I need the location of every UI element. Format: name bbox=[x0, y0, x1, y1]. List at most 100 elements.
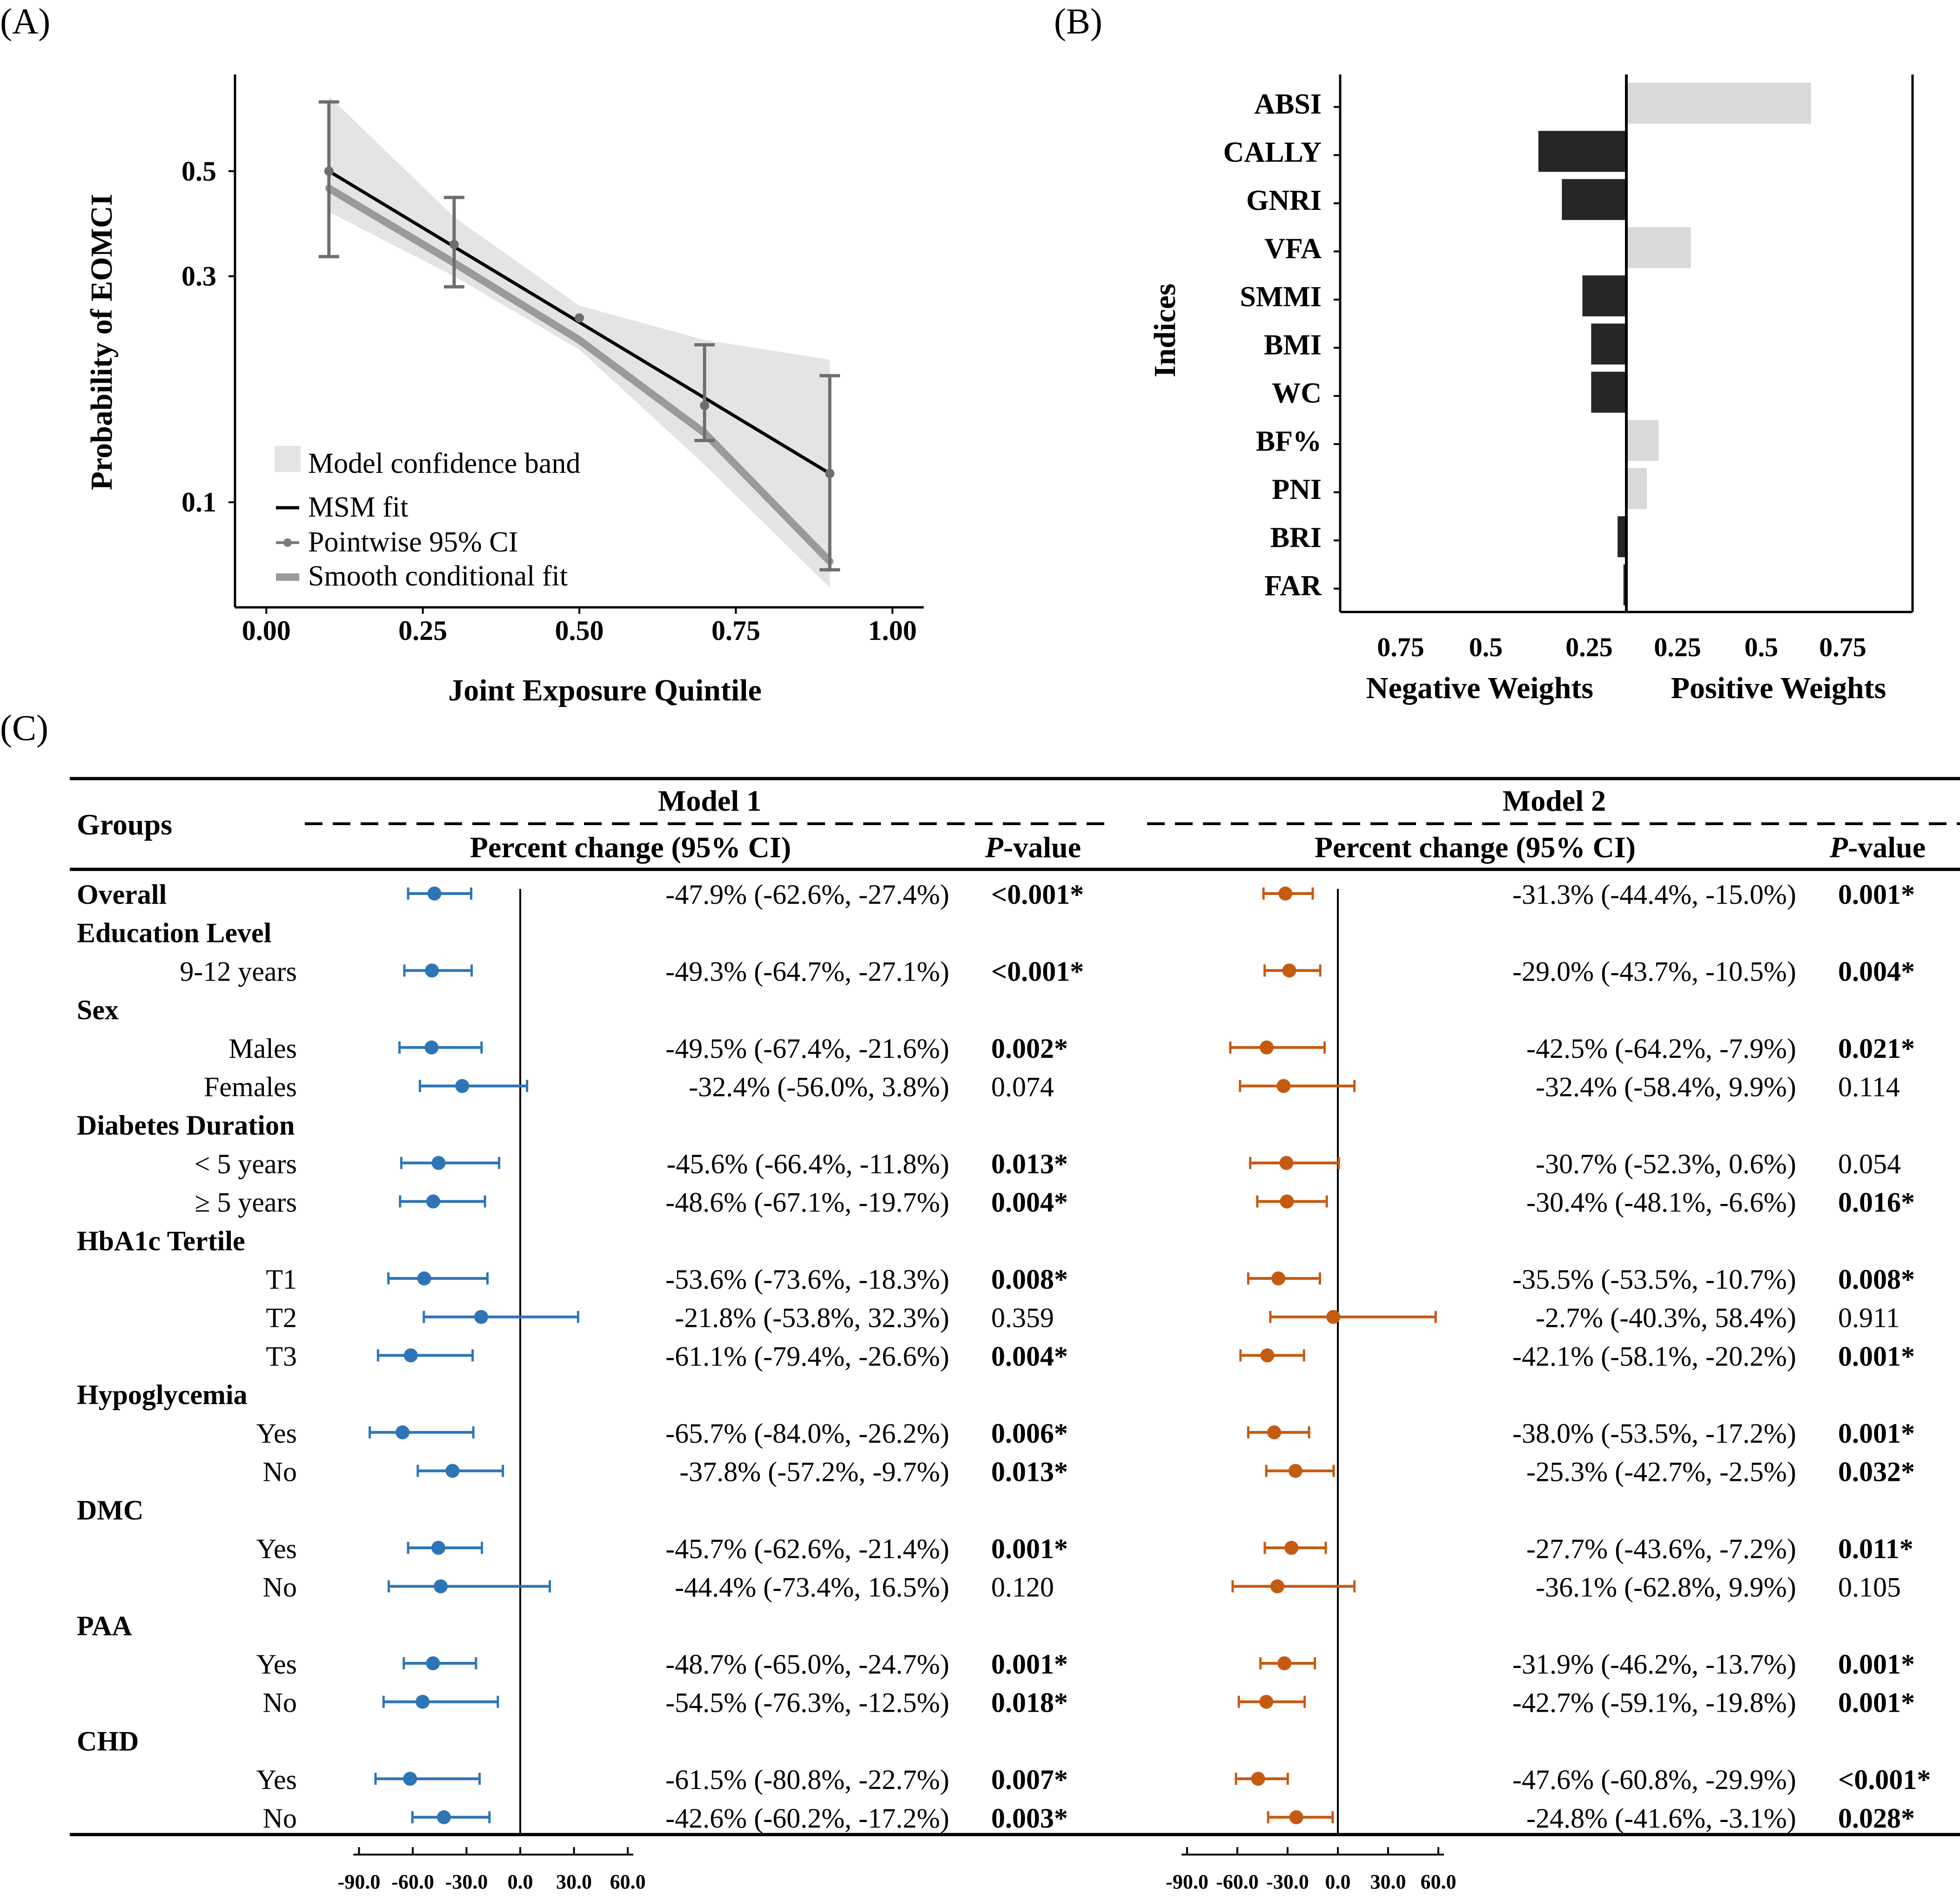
subgroup-label: T1 bbox=[266, 1264, 297, 1295]
indices-axis-title: Indices bbox=[1148, 283, 1182, 377]
m1-percent-change: -48.6% (-67.1%, -19.7%) bbox=[665, 1187, 949, 1218]
m2-p-value: 0.001* bbox=[1838, 1649, 1915, 1680]
x-tick-label: 0.75 bbox=[1819, 632, 1866, 662]
bar-bmi bbox=[1591, 323, 1626, 365]
model2-pct-header: Percent change (95% CI) bbox=[1315, 831, 1636, 864]
x-tick-label: 0.25 bbox=[1565, 632, 1613, 662]
m2-point-estimate bbox=[1278, 887, 1293, 901]
m2-point-estimate bbox=[1288, 1464, 1302, 1478]
m1-percent-change: -53.6% (-73.6%, -18.3%) bbox=[665, 1264, 949, 1295]
subgroup-label: No bbox=[263, 1803, 297, 1834]
m1-percent-change: -61.5% (-80.8%, -22.7%) bbox=[665, 1764, 949, 1795]
category-label: BRI bbox=[1270, 522, 1322, 553]
category-label: WC bbox=[1272, 377, 1322, 409]
model2-p-header: P-value bbox=[1829, 831, 1926, 864]
subgroup-label: Females bbox=[204, 1072, 297, 1103]
m2-point-estimate bbox=[1280, 1194, 1294, 1209]
m2-point-estimate bbox=[1282, 963, 1296, 978]
subgroup-label: ≥ 5 years bbox=[195, 1187, 297, 1218]
m1-point-estimate bbox=[426, 1194, 440, 1209]
x-tick-label: 0.5 bbox=[1469, 632, 1503, 662]
group-header-label: Hypoglycemia bbox=[77, 1379, 248, 1410]
m1-percent-change: -45.7% (-62.6%, -21.4%) bbox=[665, 1533, 949, 1564]
axis-tick-label: -90.0 bbox=[338, 1870, 381, 1893]
bar-far bbox=[1623, 564, 1626, 605]
y-tick-label: 0.5 bbox=[181, 156, 216, 187]
m1-point-estimate bbox=[474, 1310, 489, 1324]
m2-p-value: 0.911 bbox=[1838, 1303, 1900, 1333]
axis-tick-label: -30.0 bbox=[1266, 1870, 1309, 1893]
category-label: PNI bbox=[1272, 474, 1322, 505]
m2-percent-change: -42.1% (-58.1%, -20.2%) bbox=[1512, 1341, 1796, 1372]
panel-a-chart: 0.1 0.3 0.5 0.00 0.25 0.50 0.75 1.00 Joint Exp… bbox=[85, 74, 924, 707]
legend-smooth-label: Smooth conditional fit bbox=[308, 560, 568, 592]
m2-p-value: 0.105 bbox=[1838, 1572, 1901, 1603]
m1-percent-change: -32.4% (-56.0%, 3.8%) bbox=[689, 1072, 949, 1103]
point-estimate bbox=[324, 166, 334, 176]
m1-point-estimate bbox=[417, 1271, 431, 1285]
category-label: ABSI bbox=[1254, 88, 1322, 120]
subgroup-label: No bbox=[263, 1457, 297, 1487]
point-estimate bbox=[825, 469, 835, 478]
m2-p-value: 0.008* bbox=[1838, 1264, 1915, 1295]
m1-point-estimate bbox=[396, 1425, 410, 1439]
subgroup-label: Yes bbox=[256, 1649, 297, 1680]
point-estimate bbox=[575, 313, 584, 323]
m2-percent-change: -24.8% (-41.6%, -3.1%) bbox=[1526, 1803, 1796, 1834]
m2-p-value: 0.032* bbox=[1838, 1457, 1915, 1487]
legend-msm-label: MSM fit bbox=[308, 491, 408, 523]
point-estimate bbox=[449, 240, 459, 249]
m2-p-value: 0.001* bbox=[1838, 1418, 1915, 1449]
m2-percent-change: -30.7% (-52.3%, 0.6%) bbox=[1536, 1149, 1796, 1179]
legend-band-swatch bbox=[275, 446, 301, 472]
m1-percent-change: -61.1% (-79.4%, -26.6%) bbox=[665, 1341, 949, 1372]
group-header-label: HbA1c Tertile bbox=[77, 1225, 245, 1256]
subgroup-label: T3 bbox=[266, 1341, 297, 1372]
m1-percent-change: -47.9% (-62.6%, -27.4%) bbox=[665, 879, 949, 910]
axis-tick-label: 60.0 bbox=[1421, 1870, 1457, 1893]
m2-point-estimate bbox=[1259, 1694, 1274, 1709]
m1-percent-change: -49.3% (-64.7%, -27.1%) bbox=[665, 956, 949, 987]
m1-point-estimate bbox=[431, 1540, 446, 1555]
x-tick-label: 0.5 bbox=[1745, 632, 1779, 662]
m1-percent-change: -48.7% (-65.0%, -24.7%) bbox=[665, 1649, 949, 1680]
legend-band-label: Model confidence band bbox=[308, 448, 580, 479]
m2-point-estimate bbox=[1271, 1271, 1286, 1285]
m2-point-estimate bbox=[1277, 1656, 1292, 1670]
m1-point-estimate bbox=[427, 887, 442, 901]
x-tick-label: 0.75 bbox=[1377, 632, 1424, 662]
m1-p-value: 0.013* bbox=[991, 1149, 1068, 1179]
y-tick-label: 0.3 bbox=[181, 261, 216, 292]
group-header-label: Sex bbox=[77, 995, 119, 1025]
m1-point-estimate bbox=[403, 1772, 417, 1786]
group-header-label: Diabetes Duration bbox=[77, 1110, 295, 1141]
subgroup-label: Yes bbox=[256, 1418, 297, 1449]
axis-tick-label: -60.0 bbox=[391, 1870, 434, 1893]
m1-p-value: 0.359 bbox=[991, 1303, 1054, 1333]
m1-p-value: <0.001* bbox=[991, 879, 1084, 910]
m1-percent-change: -45.6% (-66.4%, -11.8%) bbox=[666, 1149, 949, 1179]
m2-p-value: 0.114 bbox=[1838, 1072, 1900, 1103]
m2-point-estimate bbox=[1284, 1540, 1299, 1555]
m1-p-value: 0.003* bbox=[991, 1803, 1068, 1834]
m2-p-value: <0.001* bbox=[1838, 1764, 1931, 1795]
m1-percent-change: -65.7% (-84.0%, -26.2%) bbox=[665, 1418, 949, 1449]
m1-p-value: 0.006* bbox=[991, 1418, 1068, 1449]
negative-weights-label: Negative Weights bbox=[1366, 671, 1593, 705]
legend: Model confidence band MSM fit Pointwise … bbox=[275, 446, 580, 592]
m2-percent-change: -2.7% (-40.3%, 58.4%) bbox=[1536, 1303, 1796, 1333]
m1-p-value: 0.018* bbox=[991, 1688, 1068, 1718]
m1-point-estimate bbox=[426, 1656, 440, 1670]
bar-bri bbox=[1618, 516, 1626, 558]
m1-p-value: 0.004* bbox=[991, 1341, 1068, 1372]
m2-p-value: 0.011* bbox=[1838, 1533, 1913, 1564]
y-tick-label: 0.1 bbox=[181, 487, 216, 518]
point-estimate bbox=[700, 401, 710, 410]
subgroup-label: Yes bbox=[256, 1533, 297, 1564]
category-label: VFA bbox=[1264, 233, 1322, 264]
m1-percent-change: -49.5% (-67.4%, -21.6%) bbox=[665, 1033, 949, 1064]
m1-p-value: 0.001* bbox=[991, 1649, 1068, 1680]
axis-tick-label: 60.0 bbox=[610, 1870, 646, 1893]
group-header-label: Overall bbox=[77, 879, 167, 910]
